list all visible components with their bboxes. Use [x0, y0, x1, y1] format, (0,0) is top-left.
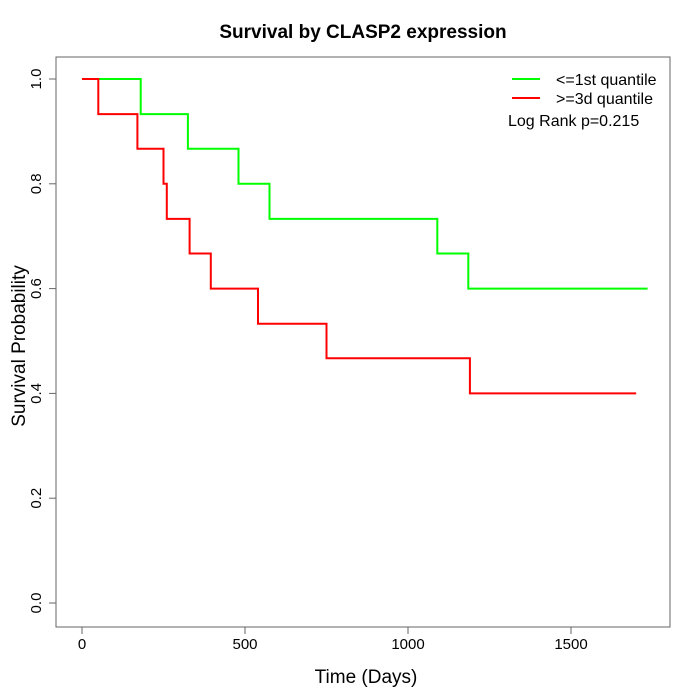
y-tick-label: 0.6	[28, 278, 45, 299]
x-tick-label: 0	[78, 636, 86, 653]
x-tick-label: 1000	[391, 636, 424, 653]
y-axis: 0.0 0.2 0.4 0.6 0.8 1.0	[28, 69, 56, 614]
survival-curve-1st-quantile	[82, 78, 648, 290]
x-axis: 0 500 1000 1500	[78, 627, 588, 653]
y-tick-label: 0.4	[28, 383, 45, 404]
y-axis-label: Survival Probability	[9, 265, 30, 427]
legend: Log Rank p=0.215 <=1st quantile >=3d quan…	[508, 72, 657, 130]
survival-curves	[82, 78, 648, 395]
y-tick-label: 0.0	[28, 593, 45, 614]
x-axis-label: Time (Days)	[315, 667, 418, 688]
legend-item-label: <=1st quantile	[556, 72, 657, 89]
plot-box	[55, 56, 671, 628]
x-tick-label: 1500	[554, 636, 587, 653]
chart-title: Survival by CLASP2 expression	[219, 22, 506, 43]
legend-item-label: >=3d quantile	[556, 91, 653, 108]
y-tick-label: 0.8	[28, 173, 45, 194]
y-tick-label: 0.2	[28, 488, 45, 509]
log-rank-annotation: Log Rank p=0.215	[508, 113, 639, 130]
survival-curve-3d-quantile	[82, 78, 637, 395]
y-tick-label: 1.0	[28, 69, 45, 90]
x-tick-label: 500	[232, 636, 257, 653]
